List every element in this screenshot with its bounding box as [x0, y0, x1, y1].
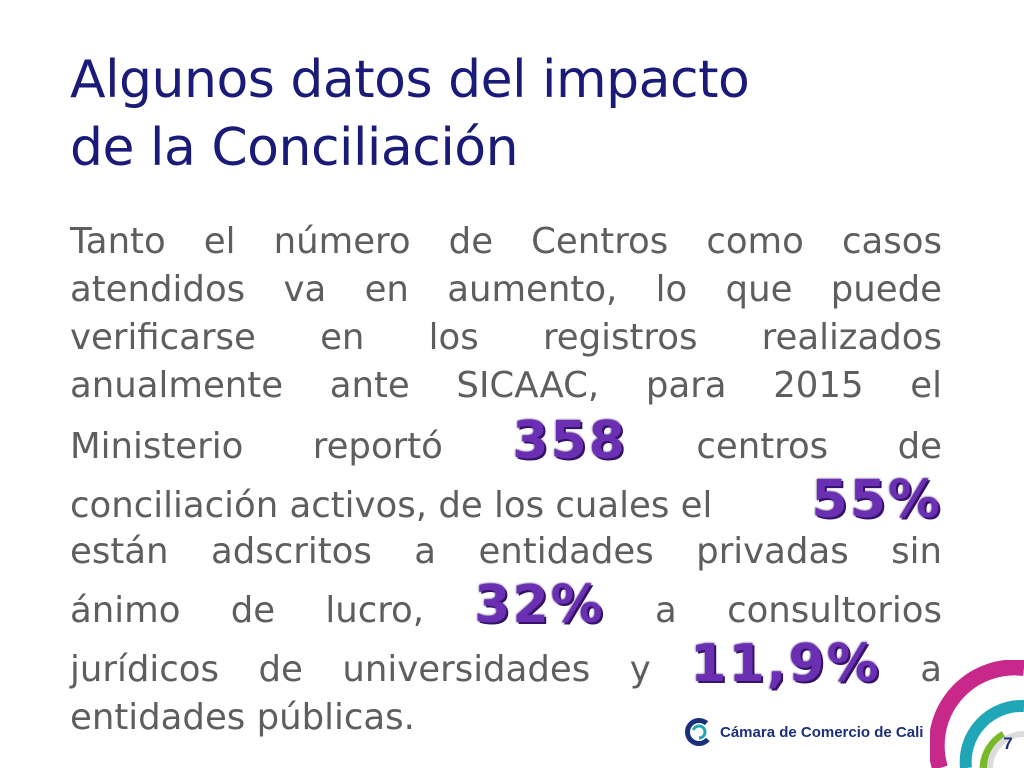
- stat-11-9-percent: 11,9%: [690, 634, 881, 694]
- word: reportó: [312, 426, 443, 467]
- word: lo: [655, 269, 688, 310]
- word: están: [70, 531, 169, 572]
- camara-comercio-logo: Cámara de Comercio de Cali: [684, 714, 923, 750]
- body-paragraph: Tanto el número de Centros como casos at…: [70, 218, 942, 742]
- word: los: [428, 317, 479, 358]
- body-line-5: Ministerio reportó 358 centros de: [70, 410, 942, 472]
- word: ante: [329, 365, 410, 406]
- word: en: [364, 269, 409, 310]
- word: Centros: [531, 221, 669, 262]
- page-number: 7: [1003, 734, 1013, 753]
- logo-text: Cámara de Comercio de Cali: [720, 723, 924, 741]
- word: ánimo: [70, 590, 181, 631]
- line-text: conciliación activos, de los cuales el: [70, 485, 713, 526]
- word: registros: [542, 317, 698, 358]
- body-line-6: conciliación activos, de los cuales el 5…: [70, 472, 942, 528]
- title-line-2: de la Conciliación: [70, 118, 519, 178]
- word: Tanto: [70, 221, 166, 262]
- camara-comercio-logo-icon: [685, 718, 713, 746]
- body-line-1: Tanto el número de Centros como casos: [70, 218, 942, 266]
- word: entidades: [478, 531, 654, 572]
- line-text: entidades públicas.: [70, 697, 415, 738]
- body-line-3: verificarse en los registros realizados: [70, 314, 942, 362]
- word: 2015: [773, 365, 864, 406]
- body-line-4: anualmente ante SICAAC, para 2015 el: [70, 362, 942, 410]
- stat-32-percent: 32%: [474, 575, 605, 635]
- stat-358-centros: 358: [512, 411, 627, 471]
- body-line-10: entidades públicas.: [70, 694, 942, 742]
- word: SICAAC,: [456, 365, 600, 406]
- stat-55-percent: 55%: [811, 470, 942, 530]
- word: realizados: [761, 317, 942, 358]
- word: en: [320, 317, 365, 358]
- word: universidades: [342, 649, 591, 690]
- word: a: [920, 649, 942, 690]
- word: a: [414, 531, 437, 572]
- word: de: [258, 649, 303, 690]
- word: centros: [696, 426, 829, 467]
- word: atendidos: [70, 269, 246, 310]
- word: Ministerio: [70, 426, 244, 467]
- word: verificarse: [70, 317, 256, 358]
- title-line-1: Algunos datos del impacto: [70, 50, 750, 110]
- word: de: [448, 221, 494, 262]
- word: privadas: [696, 531, 849, 572]
- body-line-9: jurídicos de universidades y 11,9% a: [70, 634, 942, 694]
- word: jurídicos: [70, 649, 219, 690]
- decorative-rings-icon: [930, 660, 1024, 768]
- word: de: [230, 590, 276, 631]
- word: va: [283, 269, 327, 310]
- word: casos: [841, 221, 942, 262]
- word: lucro,: [325, 590, 425, 631]
- word: puede: [830, 269, 942, 310]
- word: anualmente: [70, 365, 284, 406]
- body-line-8: ánimo de lucro, 32% a consultorios: [70, 576, 942, 634]
- word: sin: [891, 531, 942, 572]
- body-line-7: están adscritos a entidades privadas sin: [70, 528, 942, 576]
- word: el: [910, 365, 942, 406]
- word: aumento,: [447, 269, 618, 310]
- word: de: [897, 426, 942, 467]
- word: número: [273, 221, 411, 262]
- body-line-2: atendidos va en aumento, lo que puede: [70, 266, 942, 314]
- word: adscritos: [210, 531, 372, 572]
- word: y: [629, 649, 651, 690]
- slide-title: Algunos datos del impacto de la Concilia…: [70, 46, 970, 182]
- word: como: [706, 221, 804, 262]
- word: consultorios: [727, 590, 942, 631]
- word: a: [655, 590, 677, 631]
- word: el: [203, 221, 236, 262]
- word: que: [725, 269, 793, 310]
- word: para: [645, 365, 727, 406]
